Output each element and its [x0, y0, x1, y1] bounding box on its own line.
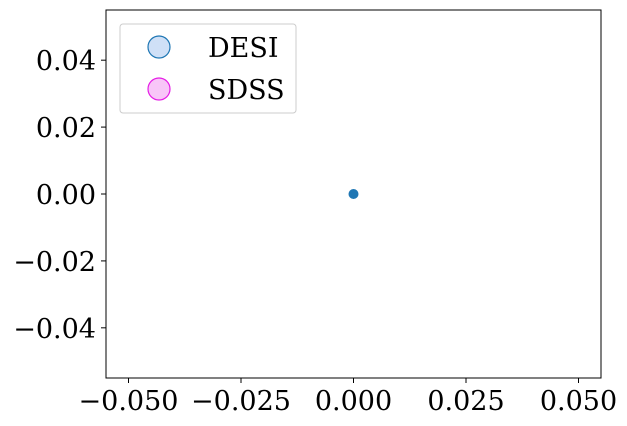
legend-label-desi: DESI — [208, 33, 279, 64]
legend-marker-desi — [147, 35, 171, 59]
data-point — [348, 189, 359, 199]
y-tick-label: 0.00 — [36, 180, 96, 211]
y-tick-label: 0.02 — [36, 113, 96, 144]
legend: DESI SDSS — [119, 23, 297, 114]
y-tick-label: 0.04 — [36, 46, 96, 77]
y-tick-label: −0.04 — [13, 314, 96, 345]
legend-label-sdss: SDSS — [208, 75, 285, 106]
x-tick-label: −0.025 — [191, 386, 291, 417]
x-tick-label: 0.025 — [427, 386, 504, 417]
data-points — [348, 189, 359, 199]
legend-marker-sdss — [147, 77, 171, 101]
y-axis: −0.04 −0.02 0.00 0.02 0.04 — [13, 46, 106, 345]
x-tick-label: 0.000 — [315, 386, 392, 417]
y-tick-label: −0.02 — [13, 247, 96, 278]
x-axis: −0.050 −0.025 0.000 0.025 0.050 — [79, 378, 617, 417]
x-tick-label: −0.050 — [79, 386, 179, 417]
x-tick-label: 0.050 — [540, 386, 617, 417]
